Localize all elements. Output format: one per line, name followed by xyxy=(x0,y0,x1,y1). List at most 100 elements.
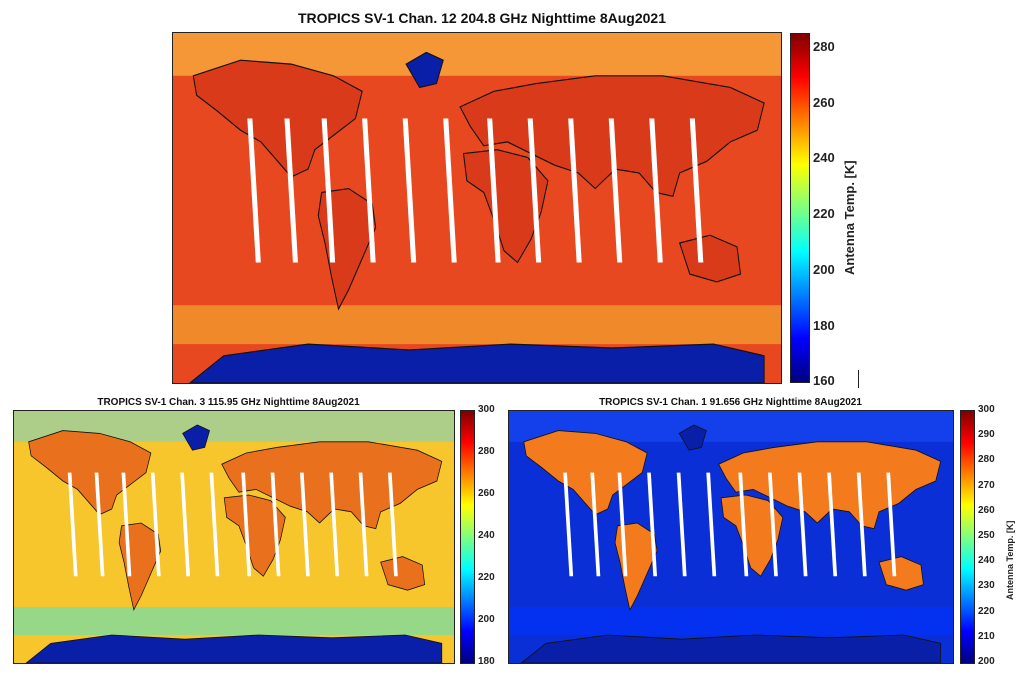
colorbar-tick-label: 220 xyxy=(813,206,835,222)
landmass xyxy=(380,556,426,591)
swath-gap xyxy=(617,472,628,577)
swath-gap xyxy=(300,472,310,577)
polar-ice-region xyxy=(182,424,211,451)
map-chan3 xyxy=(13,410,455,664)
landmass xyxy=(878,556,924,591)
colorbar-tick-label: 240 xyxy=(813,150,835,166)
swath-gap xyxy=(563,472,574,577)
swath-gap xyxy=(443,118,457,263)
colorbar-tick-label: 250 xyxy=(978,530,995,541)
swath-gap xyxy=(590,472,601,577)
polar-ice-region xyxy=(405,51,444,89)
panel-chan3: TROPICS SV-1 Chan. 3 115.95 GHz Nighttim… xyxy=(0,390,505,679)
polar-ice-region xyxy=(25,634,443,663)
southern-ocean-band xyxy=(173,305,781,345)
colorbar-tick-label: 270 xyxy=(978,479,995,491)
swath-gap xyxy=(886,472,897,577)
colorbar-tick-label: 200 xyxy=(978,656,995,667)
panel-title: TROPICS SV-1 Chan. 3 115.95 GHz Nighttim… xyxy=(97,397,360,408)
panel-chan1: TROPICS SV-1 Chan. 1 91.656 GHz Nighttim… xyxy=(505,390,1024,679)
swath-gap xyxy=(270,472,281,577)
swath-gap xyxy=(689,118,704,263)
colorbar-tick-label: 240 xyxy=(978,555,995,567)
swath-gap xyxy=(856,472,867,577)
colorbar-tick-label: 260 xyxy=(478,488,495,499)
swath-gap xyxy=(284,118,298,263)
brightness-temperature-map xyxy=(509,411,953,663)
landmass xyxy=(678,234,742,283)
colorbar-tick-label: 260 xyxy=(813,94,835,110)
swath-gap xyxy=(247,118,261,263)
swath-gap xyxy=(797,472,808,577)
map-chan12 xyxy=(172,32,782,384)
colorbar-label: Antenna Temp. [K] xyxy=(1005,520,1015,600)
polar-ice-region xyxy=(520,634,942,663)
colorbar-tick-label: 200 xyxy=(478,614,495,625)
swath-gap xyxy=(768,472,778,577)
brightness-temperature-map xyxy=(14,411,454,663)
colorbar-tick-label: 180 xyxy=(813,317,835,333)
swath-gap xyxy=(321,118,336,263)
swath-gap xyxy=(121,472,132,577)
polar-ice-region xyxy=(678,424,707,451)
landmass xyxy=(118,522,162,611)
swath-gap xyxy=(649,118,663,263)
colorbar-tick-label: 220 xyxy=(978,605,995,617)
panel-chan12: TROPICS SV-1 Chan. 12 204.8 GHz Nighttim… xyxy=(172,10,859,389)
swath-gap xyxy=(402,118,417,263)
colorbar-tick-label: 280 xyxy=(813,39,835,55)
colorbar xyxy=(460,410,475,664)
landmass xyxy=(317,187,377,311)
southern-ocean-band xyxy=(14,607,454,635)
map-chan1 xyxy=(508,410,954,664)
swath-gap xyxy=(568,118,582,263)
landmass xyxy=(28,430,152,516)
landmass xyxy=(720,494,784,577)
colorbar-tick-label: 240 xyxy=(478,530,495,541)
colorbar-tick-label: 280 xyxy=(478,446,495,457)
swath-gap xyxy=(362,118,376,263)
landmass xyxy=(223,494,286,577)
colorbar xyxy=(960,410,975,664)
colorbar-tick-label: 300 xyxy=(478,404,495,415)
swath-gap xyxy=(676,472,687,577)
colorbar-tick-label: 160 xyxy=(813,373,835,389)
swath-gap xyxy=(487,118,501,263)
landmass xyxy=(462,149,549,264)
landmass xyxy=(523,430,648,516)
swath-gap xyxy=(94,472,105,577)
colorbar-tick-label: 180 xyxy=(478,656,495,667)
swath-gap xyxy=(527,118,542,263)
swath-gap xyxy=(209,472,220,577)
colorbar xyxy=(790,33,810,383)
swath-gap xyxy=(180,472,190,577)
swath-gap xyxy=(706,472,717,577)
panel-title: TROPICS SV-1 Chan. 1 91.656 GHz Nighttim… xyxy=(599,397,862,408)
colorbar-tick-label: 260 xyxy=(978,504,995,516)
landmass xyxy=(192,59,363,178)
swath-gap xyxy=(608,118,623,263)
colorbar-tick-label: 300 xyxy=(978,404,995,415)
swath-gap xyxy=(329,472,340,577)
swath-gap xyxy=(358,472,369,577)
polar-ice-region xyxy=(189,343,765,383)
swath-gap xyxy=(827,472,838,577)
colorbar-tick-label: 280 xyxy=(978,454,995,466)
swath-gap xyxy=(738,472,749,577)
southern-ocean-band xyxy=(509,607,953,635)
swath-gap xyxy=(241,472,252,577)
colorbar-tick-label: 200 xyxy=(813,261,835,277)
swath-gap xyxy=(388,472,398,577)
colorbar-tick-label: 230 xyxy=(978,580,995,592)
colorbar-label: Antenna Temp. [K] xyxy=(842,160,857,275)
colorbar-tick-label: 290 xyxy=(978,429,995,441)
swath-gap xyxy=(67,472,78,577)
landmass xyxy=(614,522,658,611)
colorbar-tick-label: 210 xyxy=(978,630,995,642)
panel-title: TROPICS SV-1 Chan. 12 204.8 GHz Nighttim… xyxy=(298,10,666,26)
axis-edge-mark xyxy=(858,370,859,388)
colorbar-tick-label: 220 xyxy=(478,572,495,583)
swath-gap xyxy=(150,472,161,577)
brightness-temperature-map xyxy=(173,33,781,383)
swath-gap xyxy=(647,472,657,577)
